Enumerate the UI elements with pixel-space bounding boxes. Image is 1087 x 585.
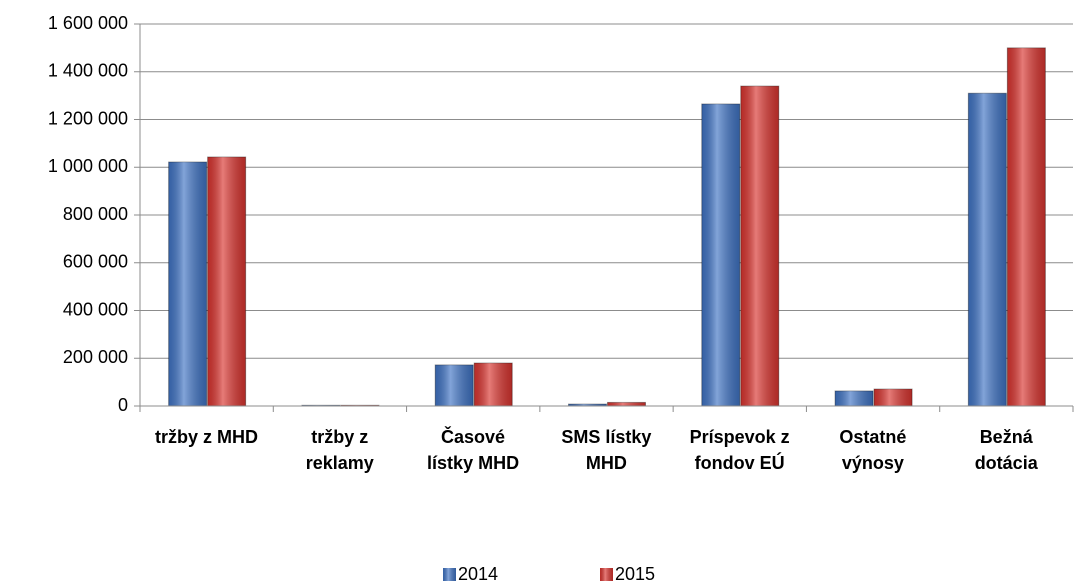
x-tick-label: Príspevok z fondov EÚ	[689, 427, 790, 473]
y-tick-label: 400 000	[63, 299, 128, 319]
y-tick-label: 1 000 000	[48, 156, 128, 176]
legend-swatch-shine	[600, 568, 613, 581]
legend-swatch-shine	[443, 568, 456, 581]
legend-label: 2014	[458, 564, 498, 584]
y-tick-label: 600 000	[63, 252, 128, 272]
y-tick-label: 800 000	[63, 204, 128, 224]
y-tick-label: 1 600 000	[48, 13, 128, 33]
bar-shine	[607, 402, 646, 406]
bar-shine	[207, 156, 246, 406]
bar-shine	[835, 390, 874, 406]
x-tick-label: Ostatné výnosy	[839, 427, 907, 473]
y-tick-label: 200 000	[63, 347, 128, 367]
x-tick-label: Bežná dotácia	[974, 427, 1038, 473]
bar-shine	[701, 103, 740, 406]
x-tick-label: Časové lístky MHD	[427, 427, 520, 473]
bar-shine	[1007, 47, 1046, 406]
x-tick-label: tržby z MHD	[155, 427, 258, 447]
y-tick-label: 1 200 000	[48, 108, 128, 128]
legend-label: 2015	[615, 564, 655, 584]
x-tick-label: SMS lístky MHD	[561, 427, 652, 473]
bar-shine	[874, 389, 913, 406]
y-tick-label: 1 400 000	[48, 61, 128, 81]
bar-shine	[568, 404, 607, 406]
bar-shine	[740, 86, 779, 406]
bar-shine	[474, 363, 513, 406]
y-tick-label: 0	[118, 395, 128, 415]
bar-shine	[168, 161, 207, 406]
bar-shine	[968, 93, 1007, 407]
bar-shine	[435, 364, 474, 406]
x-tick-label: tržby z reklamy	[305, 427, 374, 473]
